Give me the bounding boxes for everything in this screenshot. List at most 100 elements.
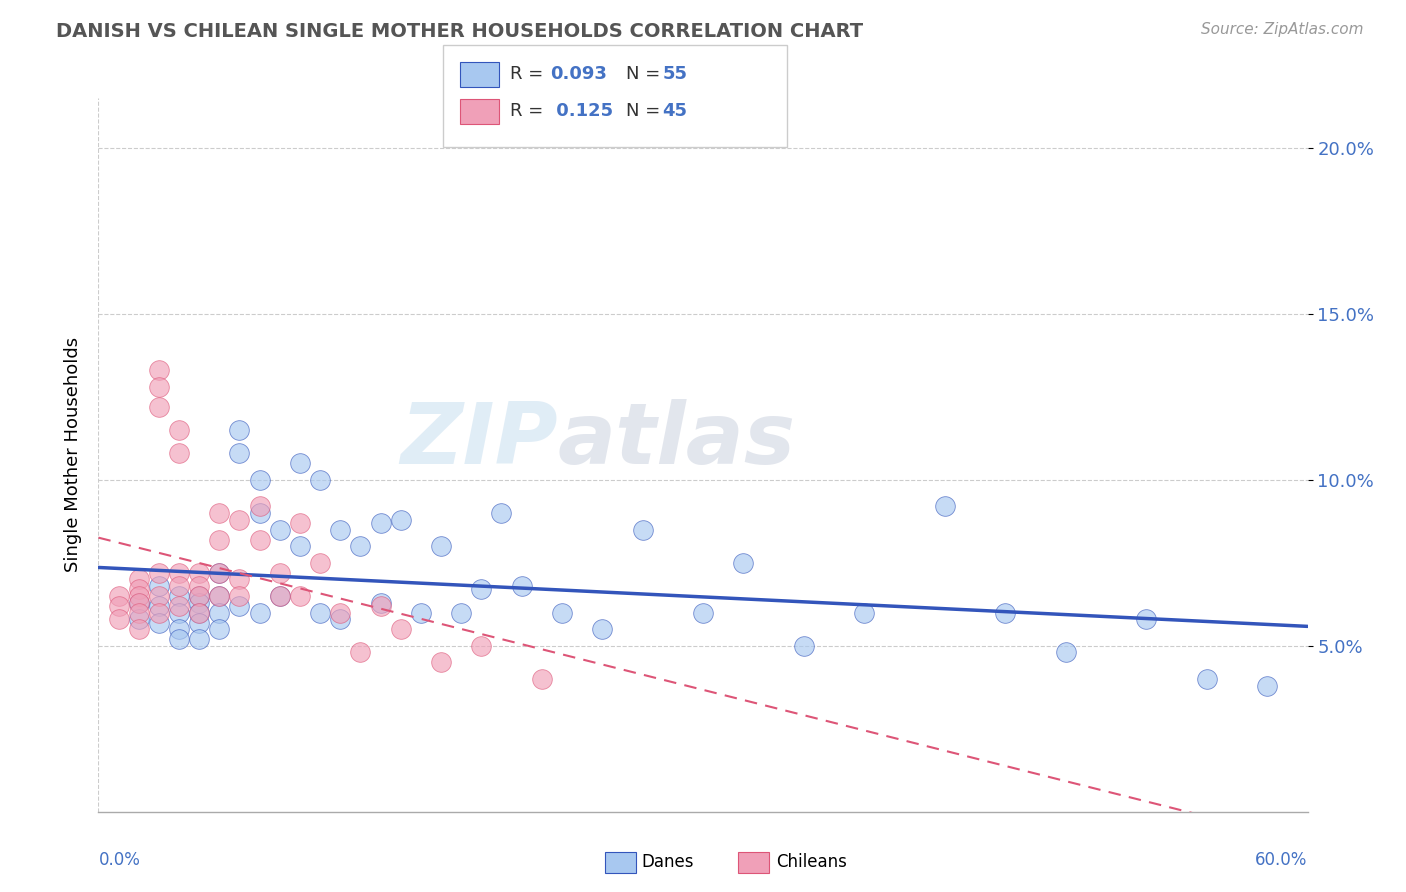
Point bbox=[128, 612, 150, 626]
Point bbox=[167, 622, 190, 636]
Point bbox=[208, 622, 231, 636]
Text: 0.0%: 0.0% bbox=[98, 851, 141, 869]
Point bbox=[249, 473, 271, 487]
Point bbox=[208, 533, 231, 547]
Point bbox=[249, 500, 271, 514]
Point bbox=[370, 596, 392, 610]
Point bbox=[208, 589, 231, 603]
Point bbox=[994, 606, 1017, 620]
Point bbox=[148, 400, 170, 414]
Point bbox=[148, 363, 170, 377]
Text: 60.0%: 60.0% bbox=[1256, 851, 1308, 869]
Point bbox=[228, 573, 250, 587]
Point bbox=[148, 615, 170, 630]
Point bbox=[128, 606, 150, 620]
Point bbox=[389, 513, 412, 527]
Point bbox=[269, 523, 291, 537]
Text: Chileans: Chileans bbox=[776, 853, 846, 871]
Point bbox=[167, 423, 190, 437]
Text: 55: 55 bbox=[662, 65, 688, 83]
Point bbox=[309, 556, 332, 570]
Point bbox=[329, 523, 352, 537]
Point bbox=[430, 656, 453, 670]
Text: atlas: atlas bbox=[558, 399, 796, 483]
Point bbox=[370, 516, 392, 530]
Point bbox=[228, 446, 250, 460]
Text: R =: R = bbox=[510, 65, 550, 83]
Point bbox=[208, 566, 231, 580]
Point bbox=[249, 606, 271, 620]
Point bbox=[1195, 672, 1218, 686]
Point bbox=[793, 639, 815, 653]
Point bbox=[148, 606, 170, 620]
Point bbox=[349, 539, 371, 553]
Point bbox=[269, 589, 291, 603]
Point bbox=[269, 566, 291, 580]
Point bbox=[188, 589, 211, 603]
Point bbox=[692, 606, 714, 620]
Point bbox=[188, 606, 211, 620]
Y-axis label: Single Mother Households: Single Mother Households bbox=[63, 337, 82, 573]
Text: N =: N = bbox=[626, 65, 665, 83]
Point bbox=[167, 632, 190, 647]
Point bbox=[148, 579, 170, 593]
Point bbox=[167, 566, 190, 580]
Point bbox=[228, 423, 250, 437]
Point bbox=[208, 506, 231, 520]
Point bbox=[107, 599, 129, 613]
Text: 45: 45 bbox=[662, 103, 688, 120]
Text: ZIP: ZIP bbox=[401, 399, 558, 483]
Point bbox=[288, 539, 311, 553]
Point bbox=[934, 500, 956, 514]
Point bbox=[329, 606, 352, 620]
Point bbox=[188, 606, 211, 620]
Point bbox=[167, 446, 190, 460]
Point bbox=[228, 513, 250, 527]
Point bbox=[631, 523, 654, 537]
Point bbox=[188, 579, 211, 593]
Point bbox=[188, 596, 211, 610]
Point bbox=[370, 599, 392, 613]
Point bbox=[349, 645, 371, 659]
Point bbox=[591, 622, 613, 636]
Point bbox=[128, 596, 150, 610]
Text: 0.125: 0.125 bbox=[550, 103, 613, 120]
Point bbox=[148, 589, 170, 603]
Point bbox=[269, 589, 291, 603]
Point bbox=[228, 589, 250, 603]
Point bbox=[188, 589, 211, 603]
Point bbox=[1054, 645, 1077, 659]
Text: DANISH VS CHILEAN SINGLE MOTHER HOUSEHOLDS CORRELATION CHART: DANISH VS CHILEAN SINGLE MOTHER HOUSEHOL… bbox=[56, 22, 863, 41]
Point bbox=[288, 589, 311, 603]
Text: R =: R = bbox=[510, 103, 550, 120]
Point bbox=[249, 533, 271, 547]
Point bbox=[288, 516, 311, 530]
Point bbox=[853, 606, 876, 620]
Point bbox=[128, 582, 150, 597]
Point bbox=[188, 615, 211, 630]
Point bbox=[1135, 612, 1157, 626]
Point bbox=[167, 589, 190, 603]
Point bbox=[167, 606, 190, 620]
Point bbox=[430, 539, 453, 553]
Point bbox=[148, 566, 170, 580]
Point bbox=[148, 599, 170, 613]
Point bbox=[551, 606, 574, 620]
Point bbox=[470, 582, 492, 597]
Point bbox=[167, 579, 190, 593]
Point bbox=[510, 579, 533, 593]
Point bbox=[733, 556, 755, 570]
Point bbox=[128, 573, 150, 587]
Point bbox=[167, 599, 190, 613]
Point bbox=[309, 606, 332, 620]
Point bbox=[188, 632, 211, 647]
Point bbox=[329, 612, 352, 626]
Text: N =: N = bbox=[626, 103, 665, 120]
Point bbox=[128, 596, 150, 610]
Point bbox=[491, 506, 513, 520]
Point bbox=[208, 589, 231, 603]
Point bbox=[309, 473, 332, 487]
Point bbox=[148, 380, 170, 394]
Point bbox=[228, 599, 250, 613]
Point bbox=[107, 612, 129, 626]
